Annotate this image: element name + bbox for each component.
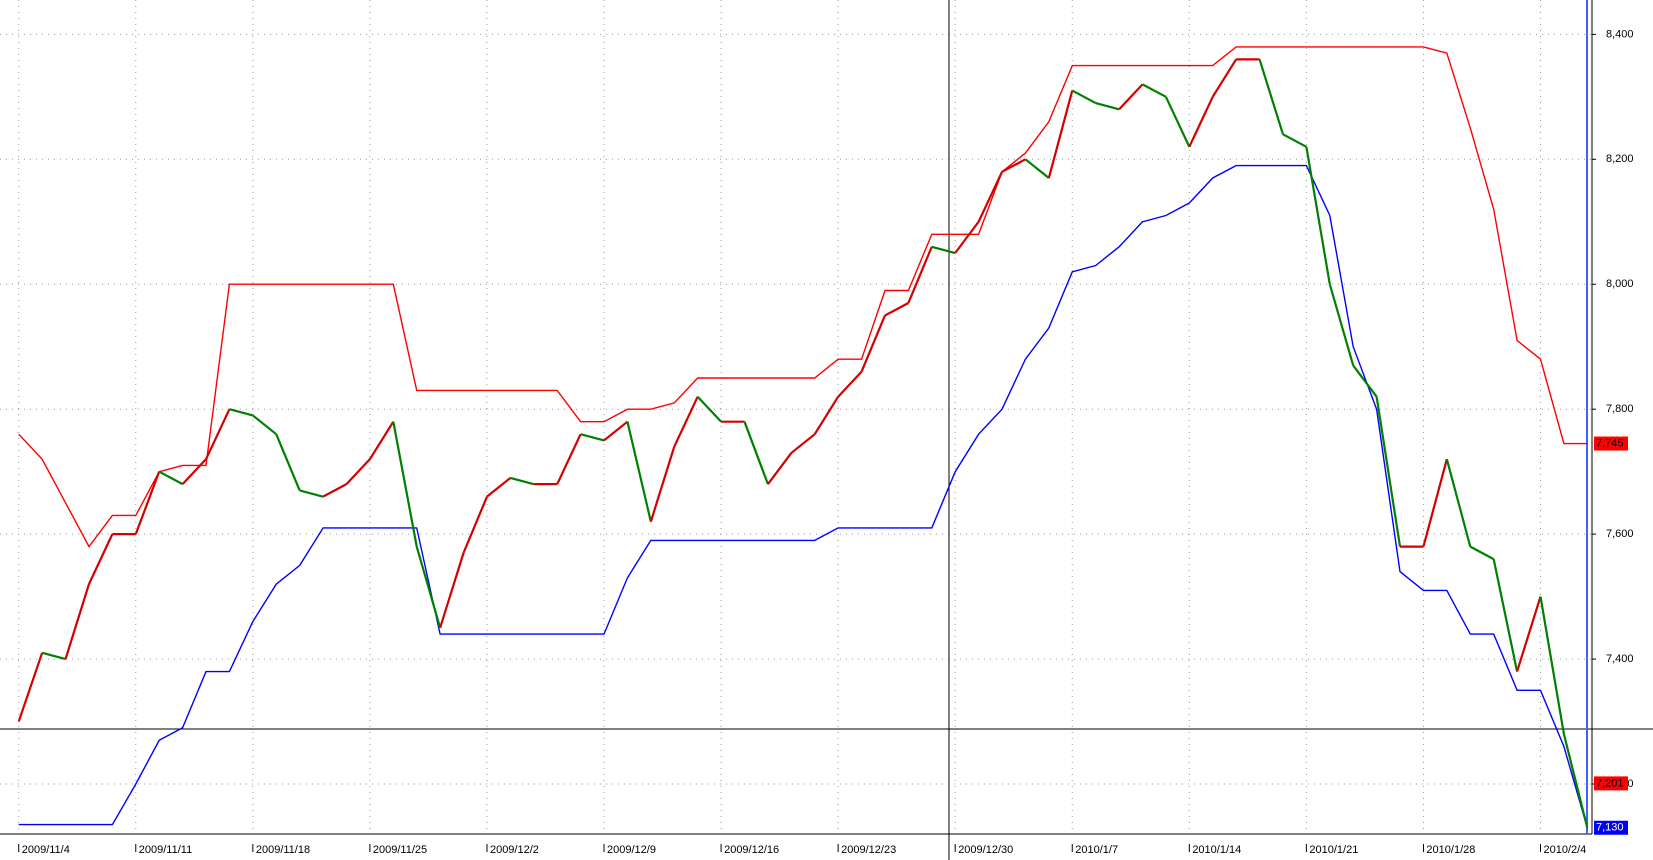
price-segment xyxy=(1164,96,1191,148)
price-segment xyxy=(907,246,933,304)
price-segment xyxy=(626,421,652,522)
price-segment xyxy=(1095,102,1120,111)
price-segment xyxy=(205,408,231,460)
price-segment xyxy=(392,421,418,547)
price-segment xyxy=(1516,596,1542,672)
grid xyxy=(0,0,1592,834)
x-tick-label: 2010/1/7 xyxy=(1075,844,1118,856)
price-segment xyxy=(580,433,605,442)
x-tick-label: 2010/1/21 xyxy=(1309,844,1358,856)
x-tick-label: 2010/1/14 xyxy=(1192,844,1241,856)
price-segment xyxy=(931,245,956,255)
price-segment xyxy=(1211,58,1238,98)
x-tick-label: 2010/1/28 xyxy=(1426,844,1475,856)
price-segment xyxy=(673,396,699,448)
price-segment xyxy=(345,458,371,485)
price-segment xyxy=(649,446,676,522)
y-tick-label: 7,600 xyxy=(1606,528,1634,540)
price-marker xyxy=(1594,820,1628,835)
price-segment xyxy=(1445,458,1472,547)
price-segment xyxy=(1118,83,1144,111)
price-segment xyxy=(1071,89,1097,105)
x-tick-label: 2009/11/25 xyxy=(373,844,427,856)
x-tick-label: 2009/11/18 xyxy=(256,844,310,856)
price-segment xyxy=(510,476,535,486)
x-tick-label: 2010/2/4 xyxy=(1543,844,1586,856)
price-segment xyxy=(556,433,582,485)
price-segment xyxy=(767,452,793,485)
price-marker-label: 7,130 xyxy=(1596,822,1624,834)
price-segment xyxy=(322,483,348,498)
price-segment xyxy=(87,533,114,585)
price-segment xyxy=(1469,545,1495,561)
price-segment xyxy=(1024,158,1050,179)
price-segment xyxy=(368,421,395,460)
price-segment xyxy=(275,433,301,491)
x-tick-label: 2009/12/9 xyxy=(607,844,656,856)
price-segment xyxy=(1305,146,1331,285)
price-segment xyxy=(837,370,863,398)
price-segment xyxy=(415,546,442,629)
price-segment xyxy=(1258,59,1285,135)
price-segment xyxy=(462,496,488,554)
price-marker xyxy=(1594,436,1628,451)
price-segment xyxy=(181,458,207,485)
price-segment xyxy=(1047,90,1074,179)
price-segment xyxy=(229,408,254,417)
price-segment xyxy=(603,420,629,442)
price-segment xyxy=(696,395,722,423)
price-segment xyxy=(1422,458,1448,547)
price-marker xyxy=(1594,776,1628,791)
channel-line xyxy=(18,164,1588,828)
price-marker-label: 7,201 xyxy=(1596,777,1624,789)
price-segment xyxy=(813,396,840,435)
price-segment xyxy=(439,552,465,629)
x-tick-label: 2009/12/30 xyxy=(958,844,1013,856)
price-segment xyxy=(743,421,769,485)
price-segment xyxy=(1141,83,1167,98)
y-tick-label: 7,400 xyxy=(1606,653,1634,665)
y-tick-label: 8,400 xyxy=(1606,28,1634,40)
price-segment xyxy=(486,477,512,498)
price-segment xyxy=(1352,364,1378,398)
price-segment xyxy=(860,315,886,373)
y-tick-label: 7,800 xyxy=(1606,403,1634,415)
x-tick-label: 2009/11/4 xyxy=(22,844,70,856)
x-tick-label: 2009/12/2 xyxy=(490,844,539,856)
price-segment xyxy=(17,652,44,722)
price-segment xyxy=(954,221,980,254)
price-segment xyxy=(1539,596,1565,735)
price-segment xyxy=(977,171,1004,223)
price-segment xyxy=(41,651,66,661)
price-marker-label: 7,745 xyxy=(1596,437,1624,449)
price-segment xyxy=(790,433,816,454)
price-segment xyxy=(158,470,184,486)
price-segment xyxy=(1188,96,1214,148)
price-segment xyxy=(64,583,91,660)
price-segment xyxy=(1492,558,1519,672)
price-segment xyxy=(1282,133,1307,148)
x-tick-label: 2009/12/23 xyxy=(841,844,896,856)
channel-line xyxy=(18,46,1588,548)
y-tick-label: 8,000 xyxy=(1606,278,1634,290)
x-tick-label: 2009/12/16 xyxy=(724,844,779,856)
price-segment xyxy=(299,489,324,498)
price-segment xyxy=(1375,396,1402,547)
price-segment xyxy=(1001,158,1026,173)
y-tick-label: 8,200 xyxy=(1606,153,1634,165)
price-segment xyxy=(1328,283,1355,366)
price-segment xyxy=(1562,733,1589,829)
price-segment xyxy=(252,414,277,436)
x-tick-label: 2009/11/11 xyxy=(139,844,192,856)
price-segment xyxy=(134,471,161,535)
price-segment xyxy=(884,302,909,317)
